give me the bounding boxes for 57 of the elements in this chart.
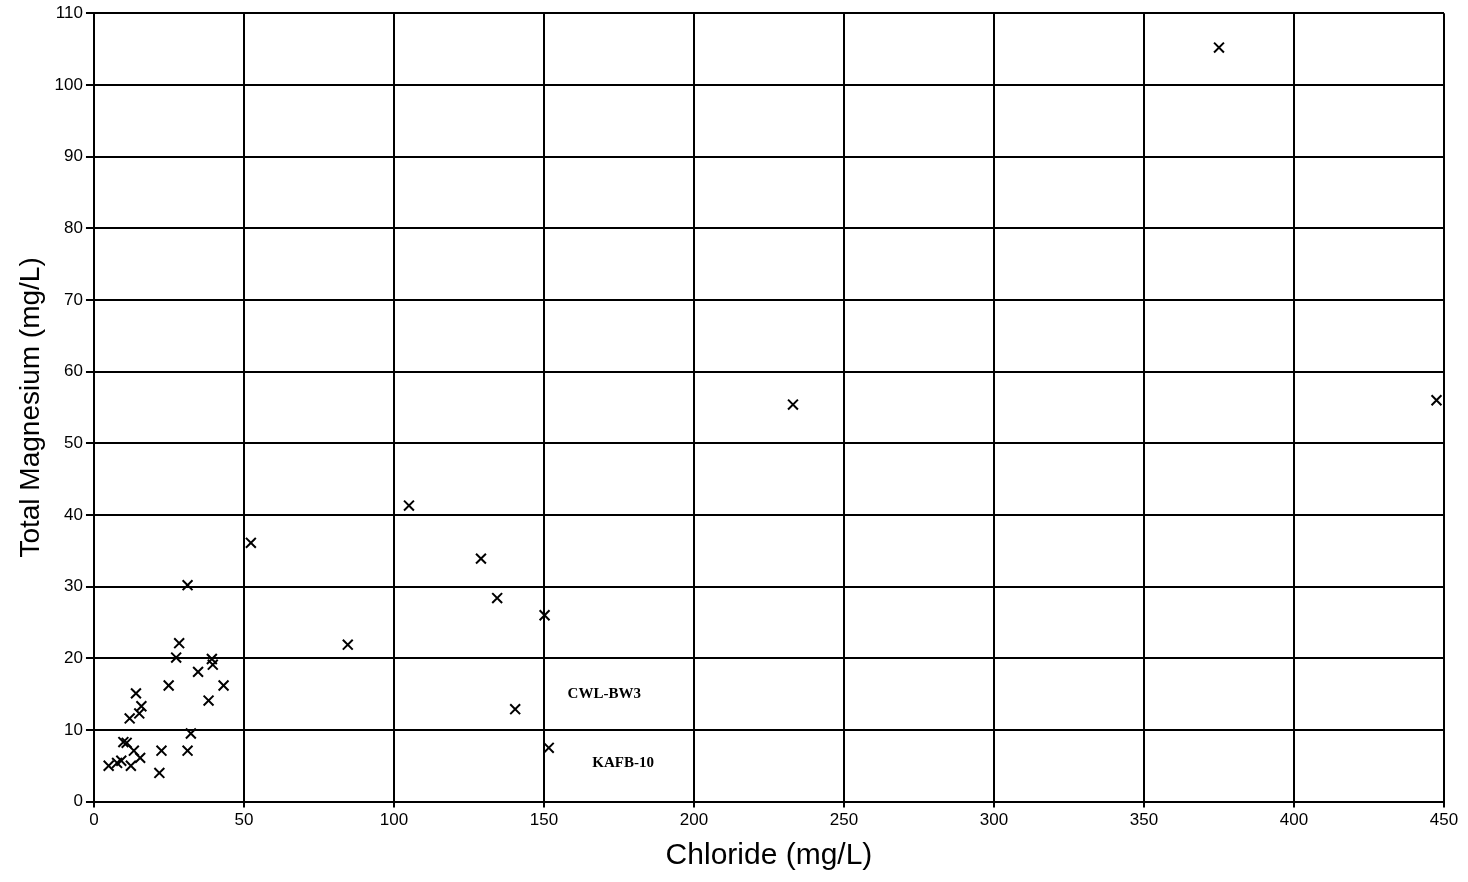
- point: [173, 637, 186, 650]
- annotation: CWL-BW3: [567, 685, 641, 702]
- y-tick-label: 0: [73, 791, 83, 811]
- x-tick-label: 300: [979, 810, 1009, 830]
- y-tick-label: 80: [64, 217, 83, 237]
- point: [184, 727, 197, 740]
- point: [181, 744, 194, 757]
- point: [162, 679, 175, 692]
- x-tick-label: 50: [234, 810, 254, 830]
- point: [787, 398, 799, 411]
- point: [192, 665, 205, 678]
- x-tick-label: 100: [379, 810, 409, 830]
- y-tick-label: 50: [64, 432, 83, 452]
- point: [130, 687, 142, 700]
- y-tick-label: 70: [64, 289, 83, 309]
- x-tick-label: 350: [1129, 810, 1159, 830]
- point: [1430, 394, 1443, 407]
- point: [217, 679, 230, 692]
- point: [170, 651, 183, 664]
- x-tick-label: 400: [1279, 810, 1309, 830]
- point: [153, 766, 166, 779]
- y-tick-label: 40: [64, 504, 83, 524]
- x-tick-label: 450: [1429, 810, 1459, 830]
- x-tick-label: 0: [89, 810, 99, 830]
- point: [475, 552, 487, 565]
- point: [155, 744, 168, 757]
- point: [181, 579, 194, 592]
- y-tick-label: 100: [54, 74, 83, 94]
- x-tick-label: 150: [529, 810, 559, 830]
- point: [111, 756, 124, 769]
- x-tick-label: 250: [829, 810, 859, 830]
- x-axis-title: Chloride (mg/L): [665, 837, 873, 871]
- point: [202, 694, 215, 707]
- point: [341, 638, 354, 651]
- point: [538, 609, 551, 622]
- point: [205, 653, 218, 665]
- point: [491, 592, 504, 604]
- y-tick-label: 110: [55, 2, 83, 22]
- y-tick-label: 30: [64, 576, 83, 596]
- y-tick-label: 90: [64, 146, 83, 166]
- x-tick-label: 200: [679, 810, 709, 830]
- point: [244, 536, 257, 549]
- point: [123, 712, 136, 725]
- point: [206, 658, 219, 671]
- point: [115, 754, 128, 767]
- point: [102, 759, 115, 772]
- point: [134, 751, 147, 764]
- point: [124, 759, 137, 772]
- point: [509, 703, 522, 716]
- point: [403, 499, 415, 512]
- y-tick-label: 10: [64, 719, 83, 739]
- y-axis-title: Total Magnesium (mg/L): [13, 257, 45, 558]
- y-tick-label: 20: [64, 647, 83, 667]
- point: [1213, 41, 1225, 54]
- point: [127, 744, 140, 757]
- y-tick-label: 60: [64, 361, 83, 381]
- annotation: KAFB-10: [592, 753, 655, 770]
